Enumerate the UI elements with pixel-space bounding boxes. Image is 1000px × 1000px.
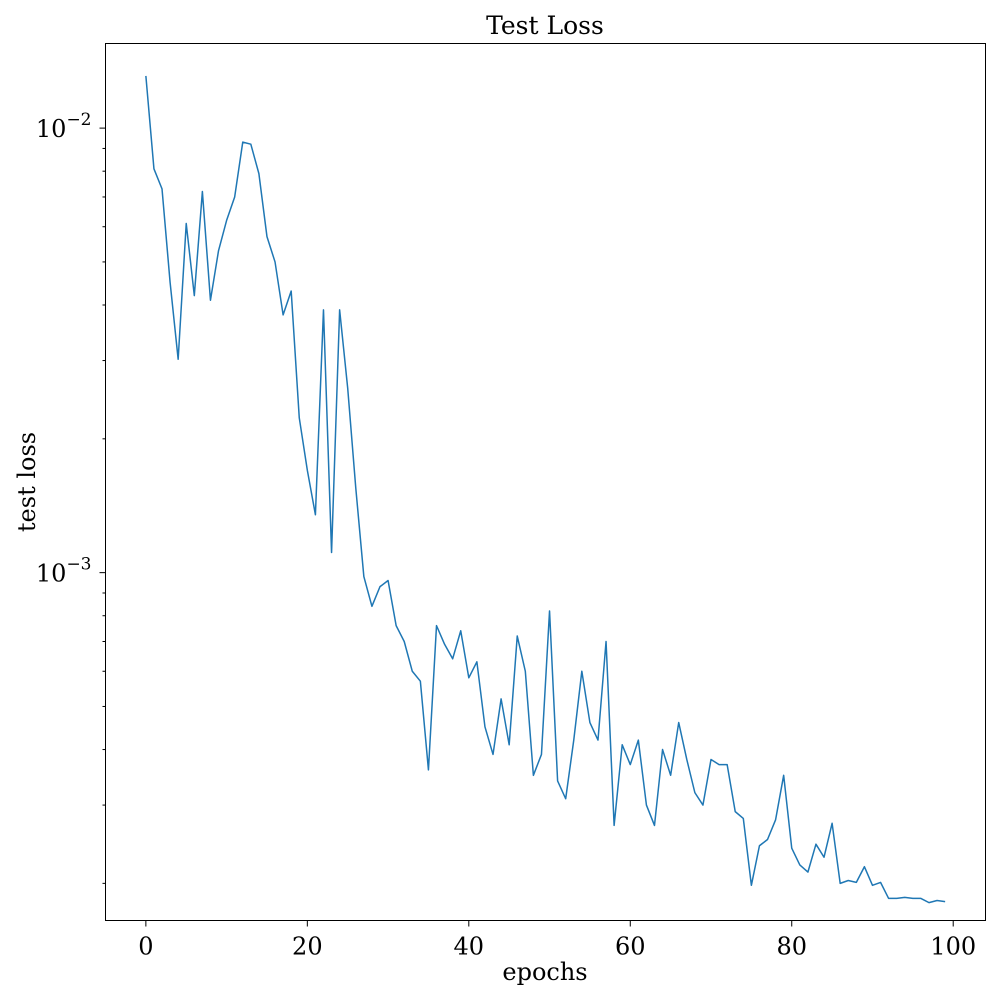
x-tick-label: 20 xyxy=(292,933,323,961)
x-tick-label: 80 xyxy=(776,933,807,961)
y-tick-label: 10−3 xyxy=(36,555,92,588)
series-layer xyxy=(145,75,946,904)
plot-frame xyxy=(105,43,986,921)
x-tick-label: 100 xyxy=(930,933,976,961)
x-tick-label: 40 xyxy=(454,933,485,961)
chart-title: Test Loss xyxy=(486,11,604,40)
x-tick-label: 60 xyxy=(615,933,646,961)
tick-layer: 0 20 40 60 80 100 10−3 10−2 xyxy=(36,110,976,960)
y-tick-label: 10−2 xyxy=(36,110,92,143)
y-axis-label: test loss xyxy=(13,432,41,532)
x-tick-label: 0 xyxy=(138,933,153,961)
test-loss-series-line xyxy=(145,75,946,904)
x-axis-label: epochs xyxy=(502,958,587,986)
